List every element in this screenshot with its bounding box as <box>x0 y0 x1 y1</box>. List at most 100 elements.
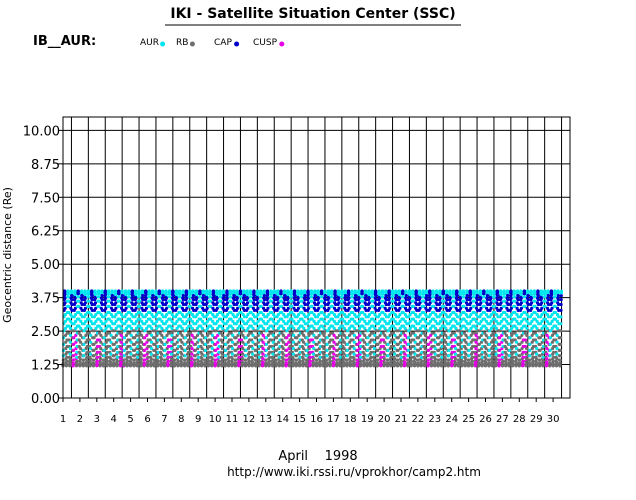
data-point <box>322 326 326 330</box>
data-point <box>559 302 563 307</box>
data-point <box>153 348 157 352</box>
data-point <box>213 354 218 358</box>
data-point <box>97 292 101 296</box>
data-point <box>93 296 97 300</box>
data-point <box>104 333 108 337</box>
legend: AUR RB CAP CUSP <box>140 38 285 48</box>
data-point <box>116 350 120 354</box>
data-point <box>195 306 199 310</box>
data-point <box>77 324 81 328</box>
data-point <box>369 362 373 366</box>
data-point <box>202 302 206 307</box>
data-point <box>305 342 309 346</box>
data-point <box>317 313 321 317</box>
data-point <box>270 331 274 335</box>
data-point <box>269 304 273 308</box>
data-point <box>171 298 175 302</box>
data-point <box>469 296 473 300</box>
data-point <box>531 362 535 366</box>
data-point <box>153 358 157 362</box>
data-point <box>409 359 413 363</box>
data-point <box>200 360 204 364</box>
data-point <box>234 336 238 340</box>
data-point <box>285 336 289 340</box>
data-point <box>168 299 172 303</box>
data-point <box>327 301 331 305</box>
data-point <box>460 362 464 366</box>
data-point <box>175 313 179 317</box>
data-point <box>281 340 285 344</box>
data-point <box>163 336 167 340</box>
data-point <box>300 299 304 303</box>
data-point <box>124 306 128 310</box>
data-point <box>149 357 153 361</box>
data-point <box>414 294 419 298</box>
data-point <box>190 360 194 364</box>
data-point <box>212 308 216 312</box>
data-point <box>219 310 223 315</box>
data-point <box>275 329 279 333</box>
data-point <box>320 317 324 321</box>
data-point <box>178 304 182 308</box>
data-point <box>80 294 84 298</box>
data-point <box>124 292 128 297</box>
data-point <box>484 360 488 364</box>
data-point <box>350 295 354 299</box>
data-point <box>229 331 233 335</box>
data-point <box>158 324 162 328</box>
data-point <box>350 299 354 303</box>
data-point <box>234 322 238 326</box>
data-point <box>523 292 527 296</box>
data-point <box>129 360 133 364</box>
data-point <box>161 308 165 312</box>
data-point <box>315 322 319 326</box>
data-point <box>337 326 341 330</box>
data-point <box>168 292 172 296</box>
data-point <box>139 352 143 356</box>
data-point <box>261 363 265 367</box>
data-point <box>158 295 162 299</box>
data-point <box>181 298 185 302</box>
data-point <box>83 292 87 297</box>
data-point <box>165 333 169 337</box>
data-point <box>294 361 298 365</box>
data-point <box>148 317 152 321</box>
data-point <box>414 291 418 295</box>
data-point <box>239 295 243 299</box>
data-point <box>327 292 331 297</box>
data-point <box>332 333 336 337</box>
data-point <box>271 352 275 356</box>
data-point <box>94 306 98 310</box>
data-point <box>104 326 108 330</box>
data-point <box>178 295 182 299</box>
data-point <box>273 308 277 312</box>
data-point <box>206 333 210 337</box>
legend-marker-rb <box>189 41 195 47</box>
data-point <box>129 357 133 361</box>
data-point <box>345 361 349 365</box>
data-point <box>305 329 309 333</box>
data-point <box>190 333 194 337</box>
data-point <box>494 357 498 361</box>
data-point <box>345 354 349 358</box>
data-point <box>550 296 554 300</box>
data-point <box>268 355 272 359</box>
data-point <box>335 336 340 340</box>
data-point <box>296 292 300 297</box>
data-point <box>164 296 168 300</box>
data-point <box>420 359 424 363</box>
data-point <box>124 326 128 330</box>
data-point <box>143 336 147 340</box>
data-point <box>185 313 189 317</box>
data-point <box>156 344 160 349</box>
data-point <box>132 354 136 358</box>
data-point <box>180 346 184 351</box>
data-point <box>236 326 240 330</box>
data-point <box>66 299 71 303</box>
data-point <box>303 302 307 307</box>
data-point <box>514 360 518 364</box>
data-point <box>448 292 452 297</box>
data-point <box>173 354 177 358</box>
data-point <box>426 361 430 365</box>
data-point <box>330 304 334 308</box>
